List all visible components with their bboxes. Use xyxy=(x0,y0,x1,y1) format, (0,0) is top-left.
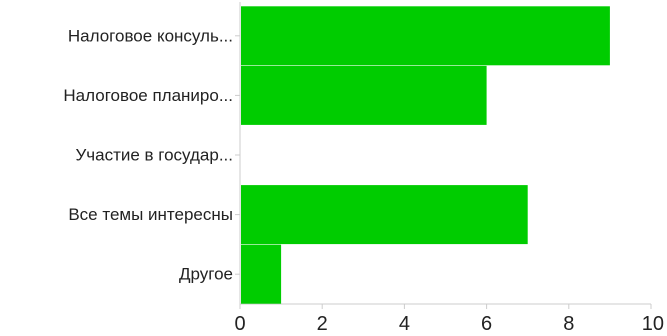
x-tick-label: 2 xyxy=(317,313,328,335)
bar xyxy=(241,244,282,304)
x-tick-label: 10 xyxy=(642,313,664,335)
category-label: Другое xyxy=(179,265,233,284)
bar xyxy=(241,65,487,125)
category-labels: Налоговое консуль... Налоговое планиро...… xyxy=(63,26,240,284)
bar xyxy=(241,6,610,66)
x-axis-ticks: 0 2 4 6 8 10 xyxy=(234,304,664,335)
category-label: Налоговое консуль... xyxy=(68,26,233,45)
category-label: Налоговое планиро... xyxy=(63,86,233,105)
category-label: Все темы интересны xyxy=(68,205,233,224)
bar xyxy=(241,185,528,245)
category-label: Участие в государ... xyxy=(75,146,233,165)
x-tick-label: 6 xyxy=(481,313,492,335)
bars-group xyxy=(241,6,610,304)
x-tick-label: 4 xyxy=(399,313,410,335)
x-tick-label: 8 xyxy=(563,313,574,335)
x-tick-label: 0 xyxy=(234,313,245,335)
